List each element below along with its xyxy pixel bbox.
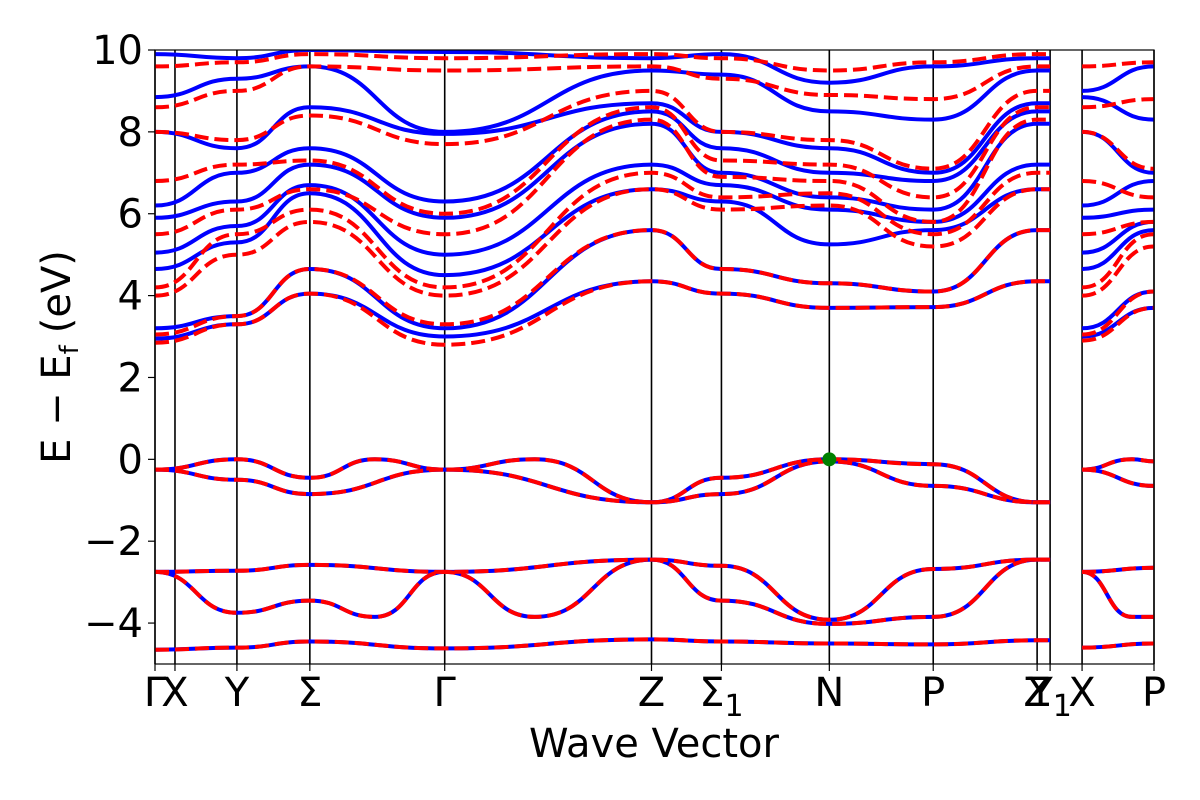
band-line-dashed <box>1082 129 1154 171</box>
band-line-dashed <box>155 557 1051 626</box>
y-axis-label-subscript: f <box>55 344 85 354</box>
x-tick-label: Σ <box>297 670 322 716</box>
band-line-dashed <box>1082 305 1154 343</box>
y-tick-label: 0 <box>118 437 143 483</box>
x-tick-label: X <box>161 670 188 716</box>
band-line-dashed <box>155 459 1051 505</box>
x-tick-label: Z <box>638 670 665 716</box>
y-axis-label-unit: (eV) <box>34 250 80 333</box>
band-line-solid <box>1082 228 1154 271</box>
x-tick-label: Γ <box>434 670 457 716</box>
band-line-solid <box>155 557 1051 622</box>
band-line-dashed <box>155 457 1051 505</box>
band-line-dashed <box>155 187 1051 298</box>
y-tick-label: 8 <box>118 110 143 156</box>
band-extremum-marker <box>822 452 837 467</box>
band-line-dashed <box>155 637 1051 652</box>
band-line-solid <box>155 187 1051 278</box>
band-line-dashed <box>155 170 1051 290</box>
band-line-dashed <box>155 52 1051 73</box>
band-line-solid <box>155 459 1051 505</box>
x-tick-label: P <box>921 670 945 716</box>
band-line-dashed <box>1082 565 1154 574</box>
band-line-dashed <box>155 228 1051 337</box>
band-lines <box>155 50 1154 652</box>
markers <box>822 452 837 467</box>
band-line-dashed <box>1082 219 1154 237</box>
y-axis-ticks: −4 −2 0 2 4 6 8 10 <box>84 28 155 647</box>
band-line-dashed <box>1081 289 1154 337</box>
band-line-solid <box>155 109 1051 208</box>
x-tick-label: N <box>814 670 844 716</box>
band-line-solid <box>1082 207 1154 220</box>
band-line-solid <box>1082 95 1154 122</box>
x-tick-label: P <box>1142 670 1166 716</box>
band-line-dashed <box>1082 179 1154 200</box>
band-line-dashed <box>1082 60 1154 69</box>
band-line-solid <box>1081 569 1154 619</box>
x-tick-label: Y1 <box>1027 670 1072 724</box>
y-tick-label: −4 <box>84 601 143 647</box>
x-tick-label: Y <box>224 670 250 716</box>
band-line-solid <box>1082 64 1154 93</box>
band-line-dashed <box>1082 97 1154 110</box>
band-line-dashed <box>155 88 1051 171</box>
band-line-dashed <box>1081 244 1154 298</box>
band-line-dashed <box>1081 232 1154 290</box>
band-line-solid <box>155 101 1051 175</box>
band-line-dashed <box>1082 457 1154 472</box>
x-tick-label: X <box>1068 670 1095 716</box>
plot-frame <box>154 49 1155 665</box>
band-line-solid <box>155 64 1051 134</box>
x-tick-label: Σ1 <box>699 670 743 724</box>
y-tick-label: −2 <box>84 519 143 565</box>
band-line-dashed <box>155 64 1051 110</box>
y-tick-label: 10 <box>92 28 143 74</box>
band-line-dashed <box>155 557 1051 622</box>
x-axis-label: Wave Vector <box>529 721 780 767</box>
band-line-dashed <box>155 105 1051 216</box>
svg-text:E − Ef(eV): E − Ef (eV) <box>34 250 85 464</box>
y-axis-label: E − Ef (eV) <box>34 250 85 464</box>
band-line-solid <box>1082 179 1154 208</box>
y-tick-label: 4 <box>118 274 143 320</box>
band-line-solid <box>155 121 1051 220</box>
band-line-dashed <box>155 279 1051 347</box>
y-tick-label: 6 <box>118 192 143 238</box>
y-tick-label: 2 <box>118 355 143 401</box>
x-tick-label: Z <box>1023 670 1050 716</box>
band-line-dashed <box>1082 641 1154 650</box>
band-line-dashed <box>155 117 1051 237</box>
band-line-solid <box>155 228 1051 331</box>
band-line-dashed <box>1081 569 1154 619</box>
band-line-solid <box>155 162 1051 257</box>
x-tick-label: Γ <box>144 670 167 716</box>
band-line-solid <box>155 50 1051 85</box>
y-axis-label-main: E − E <box>34 354 80 464</box>
